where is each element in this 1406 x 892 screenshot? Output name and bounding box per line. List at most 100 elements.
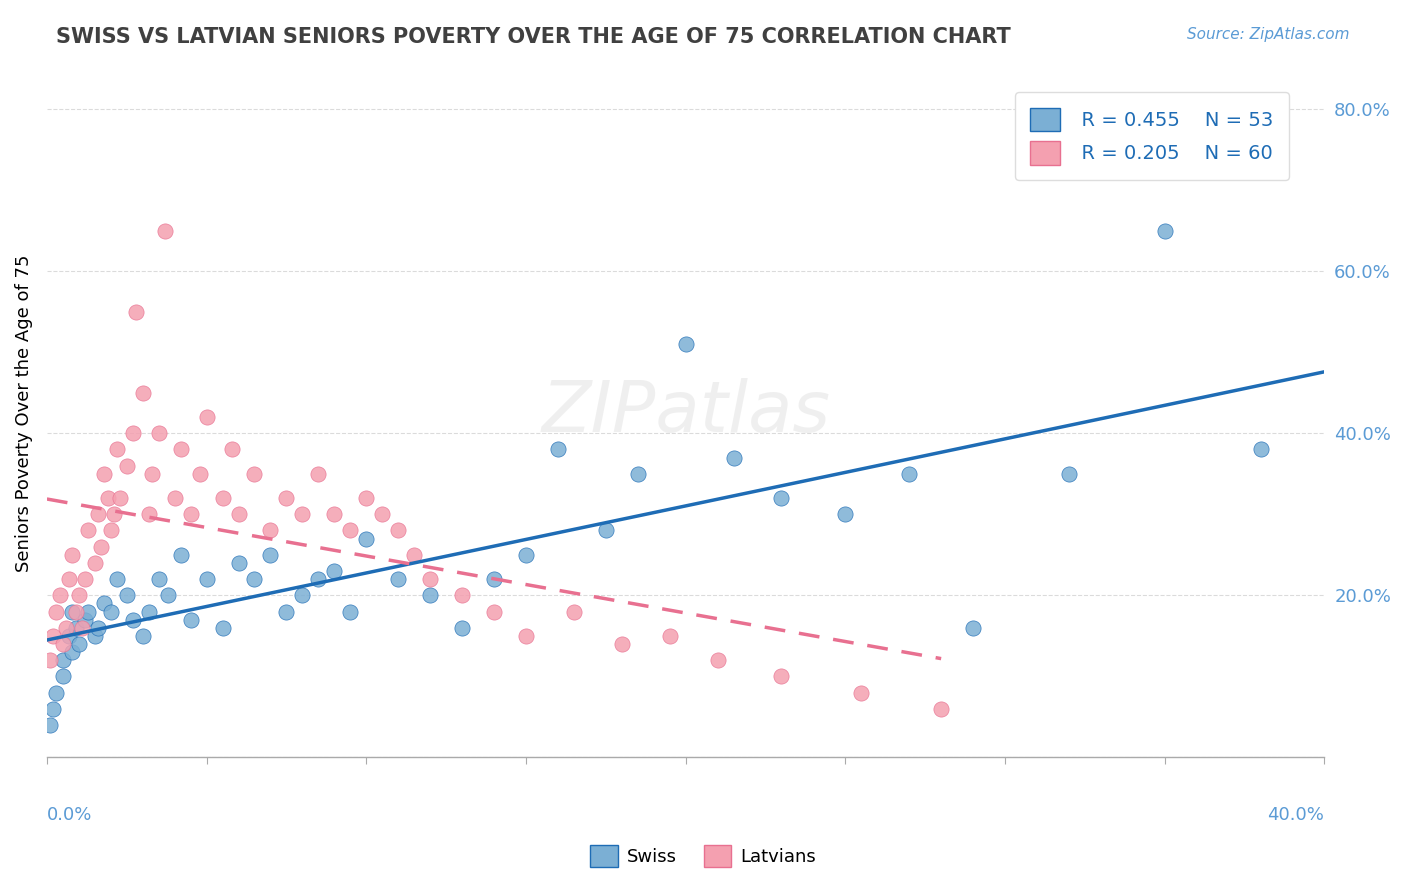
Point [122,613,145,627]
Text: SWISS VS LATVIAN SENIORS POVERTY OVER THE AGE OF 75 CORRELATION CHART: SWISS VS LATVIAN SENIORS POVERTY OVER TH… [56,27,1011,46]
Point [58,629,80,643]
Point [45,685,67,699]
Point [211,621,233,635]
Point [65,605,87,619]
Point [387,524,409,538]
Point [851,685,873,699]
Point [706,653,728,667]
Point [291,508,314,522]
Point [90,540,112,554]
Point [93,467,115,481]
Text: ZIPatlas: ZIPatlas [541,378,830,448]
Point [356,532,378,546]
Point [115,588,138,602]
Point [180,613,202,627]
Point [148,572,170,586]
Point [67,588,90,602]
Point [898,467,921,481]
Point [77,524,100,538]
Point [228,508,250,522]
Point [243,572,266,586]
Point [276,605,298,619]
Point [610,637,633,651]
Text: 0.0%: 0.0% [46,805,93,823]
Point [419,588,441,602]
Point [100,605,122,619]
Point [70,621,93,635]
Point [195,572,218,586]
Point [138,605,160,619]
Point [211,491,233,505]
Point [115,458,138,473]
Point [658,629,681,643]
Point [87,621,110,635]
Point [52,669,75,683]
Point [180,508,202,522]
Point [105,442,128,457]
Point [103,508,125,522]
Point [307,467,329,481]
Point [75,613,97,627]
Point [595,524,617,538]
Point [55,621,77,635]
Point [770,491,793,505]
Point [153,224,176,238]
Point [141,467,163,481]
Point [259,524,281,538]
Point [307,572,329,586]
Point [105,572,128,586]
Point [48,588,70,602]
Point [148,426,170,441]
Point [195,410,218,425]
Point [962,621,984,635]
Point [243,467,266,481]
Point [110,491,132,505]
Point [834,508,856,522]
Point [163,491,186,505]
Point [276,491,298,505]
Point [157,588,180,602]
Point [170,442,193,457]
Point [62,645,84,659]
Point [100,524,122,538]
Legend:   R = 0.455    N = 53,   R = 0.205    N = 60: R = 0.455 N = 53, R = 0.205 N = 60 [1015,92,1289,180]
Point [67,637,90,651]
Point [170,548,193,562]
Point [627,467,650,481]
Text: 40.0%: 40.0% [1268,805,1324,823]
Text: Source: ZipAtlas.com: Source: ZipAtlas.com [1187,27,1350,42]
Point [404,548,426,562]
Point [42,702,65,716]
Point [1057,467,1080,481]
Point [259,548,281,562]
Point [65,621,87,635]
Point [1153,224,1175,238]
Point [515,548,537,562]
Point [356,491,378,505]
Point [419,572,441,586]
Point [221,442,243,457]
Point [62,548,84,562]
Point [451,588,474,602]
Point [675,337,697,351]
Point [97,491,120,505]
Point [39,718,62,732]
Point [188,467,211,481]
Point [291,588,314,602]
Point [323,564,346,578]
Point [1250,442,1272,457]
Point [770,669,793,683]
Point [75,572,97,586]
Point [83,629,105,643]
Point [371,508,394,522]
Point [562,605,585,619]
Point [387,572,409,586]
Point [323,508,346,522]
Point [93,596,115,610]
Y-axis label: Seniors Poverty Over the Age of 75: Seniors Poverty Over the Age of 75 [15,254,32,572]
Point [515,629,537,643]
Point [122,426,145,441]
Point [125,304,148,318]
Point [723,450,745,465]
Point [228,556,250,570]
